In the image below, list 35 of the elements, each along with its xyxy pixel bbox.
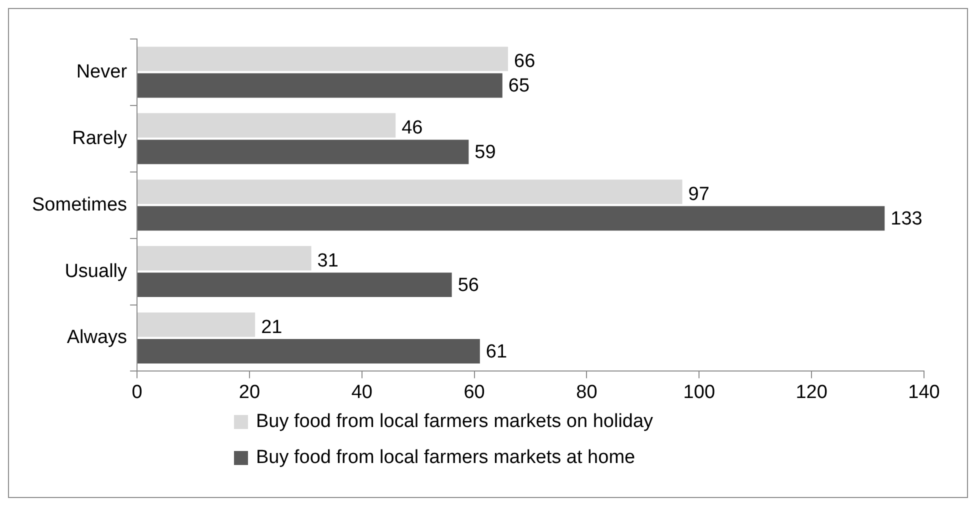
y-tick-label: Usually <box>64 260 128 282</box>
data-label: 66 <box>514 51 536 72</box>
bar <box>138 113 396 138</box>
data-label: 56 <box>458 275 479 296</box>
bar <box>138 73 502 98</box>
data-label: 61 <box>486 342 508 362</box>
data-label: 31 <box>317 250 338 272</box>
bar <box>138 46 508 72</box>
bar <box>138 339 480 364</box>
legend-label: Buy food from local farmers markets on holiday <box>256 411 654 433</box>
bar <box>138 246 312 270</box>
bar <box>138 180 682 204</box>
x-tick-label: 140 <box>908 382 940 403</box>
y-tick-label: Never <box>76 61 128 82</box>
x-tick-label: 40 <box>351 382 372 403</box>
bar <box>138 272 452 298</box>
x-tick-label: 60 <box>464 382 485 403</box>
bar <box>138 140 469 164</box>
data-label: 21 <box>261 316 282 338</box>
bar <box>138 312 256 337</box>
legend-label: Buy food from local farmers markets at home <box>256 447 636 469</box>
x-tick-label: 20 <box>238 382 260 403</box>
data-label: 133 <box>890 208 922 230</box>
x-tick-label: 120 <box>796 382 828 403</box>
y-tick-label: Sometimes <box>32 194 128 216</box>
y-tick-label: Always <box>66 327 128 348</box>
x-tick-label: 100 <box>683 382 715 403</box>
x-tick-label: 0 <box>132 382 142 403</box>
data-label: 65 <box>508 76 530 97</box>
bar <box>138 206 885 231</box>
data-label: 46 <box>402 118 423 139</box>
y-tick-label: Rarely <box>72 128 128 149</box>
data-label: 97 <box>688 184 710 206</box>
x-tick-label: 80 <box>576 382 598 403</box>
data-label: 59 <box>474 142 496 164</box>
